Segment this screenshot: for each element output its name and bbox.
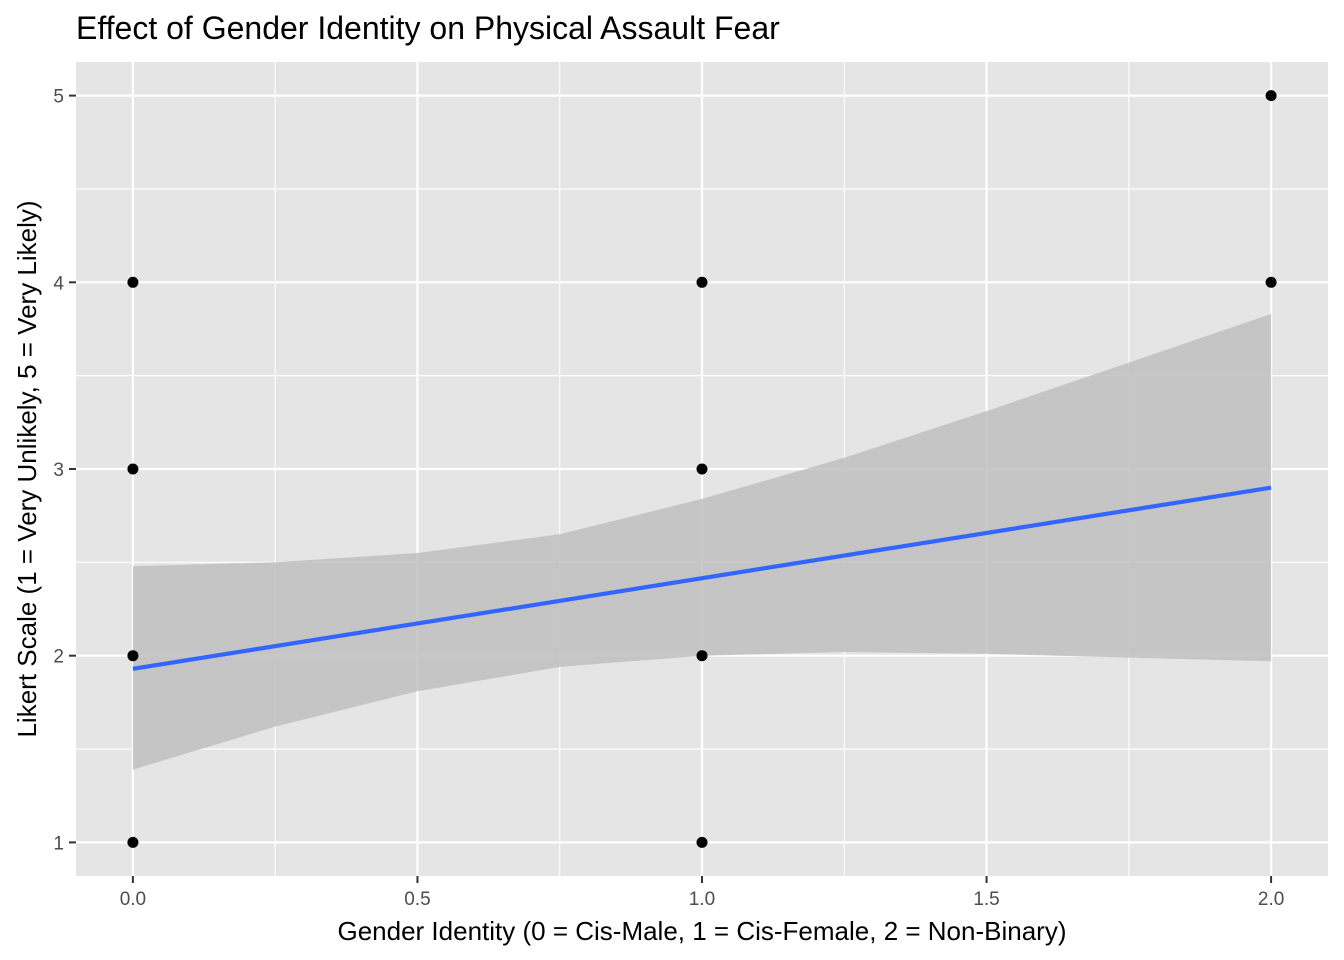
data-point (696, 650, 708, 662)
fit-line (132, 485, 1272, 671)
fit-line-layer (132, 485, 1272, 671)
x-tick-label: 0.0 (120, 889, 146, 910)
data-point (1265, 90, 1277, 102)
data-point (127, 276, 139, 288)
data-point (127, 836, 139, 848)
data-point (127, 650, 139, 662)
y-tick-label: 4 (53, 273, 64, 294)
confidence-band (132, 314, 1272, 770)
x-axis-label: Gender Identity (0 = Cis-Male, 1 = Cis-F… (337, 916, 1066, 946)
y-axis-label: Likert Scale (1 = Very Unlikely, 5 = Ver… (12, 200, 42, 737)
y-tick-label: 1 (53, 833, 64, 854)
x-tick-label: 1.0 (689, 889, 715, 910)
data-point (696, 836, 708, 848)
confidence-band-layer (132, 314, 1272, 770)
data-point (1265, 276, 1277, 288)
x-tick-label: 0.5 (404, 889, 430, 910)
y-axis-ticks: 1 2 3 4 5 (53, 87, 76, 854)
y-tick-label: 3 (53, 460, 64, 481)
x-tick-label: 2.0 (1258, 889, 1284, 910)
x-axis-ticks: 0.0 0.5 1.0 1.5 2.0 (120, 876, 1284, 910)
y-tick-label: 5 (53, 87, 64, 108)
data-point (696, 463, 708, 475)
data-point (696, 276, 708, 288)
data-point (127, 463, 139, 475)
y-tick-label: 2 (53, 647, 64, 668)
x-tick-label: 1.5 (973, 889, 999, 910)
data-points (127, 90, 1277, 848)
chart-title: Effect of Gender Identity on Physical As… (76, 10, 780, 46)
